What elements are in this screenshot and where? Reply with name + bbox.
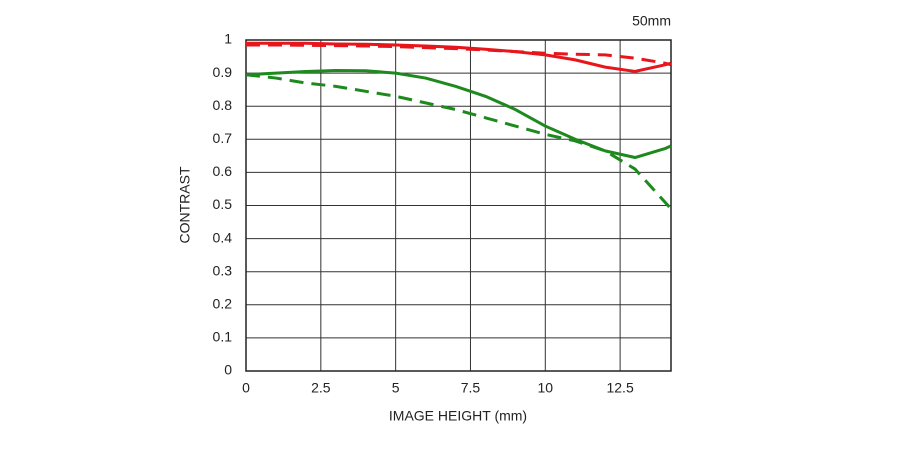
series-line bbox=[246, 41, 672, 73]
y-tick-label: 0 bbox=[224, 362, 232, 378]
y-tick-label: 0.7 bbox=[213, 130, 233, 146]
plot-frame bbox=[245, 39, 672, 372]
x-tick-label: 7.5 bbox=[461, 380, 481, 396]
chart-title: 50mm bbox=[632, 13, 671, 29]
y-tick-label: 0.3 bbox=[213, 262, 233, 278]
series-line bbox=[245, 68, 672, 160]
y-tick-label: 0.8 bbox=[213, 97, 233, 113]
x-tick-label: 10 bbox=[538, 380, 554, 396]
y-tick-label: 0.6 bbox=[213, 163, 233, 179]
y-tick-label: 0.1 bbox=[213, 329, 233, 345]
x-tick-label: 12.5 bbox=[606, 380, 633, 396]
y-tick-label: 0.2 bbox=[213, 296, 233, 312]
x-tick-label: 5 bbox=[392, 380, 400, 396]
series-line bbox=[245, 73, 673, 210]
y-tick-label: 0.4 bbox=[213, 229, 233, 245]
y-tick-label: 0.9 bbox=[213, 64, 233, 80]
x-axis-label: IMAGE HEIGHT (mm) bbox=[389, 408, 527, 424]
y-tick-label: 1 bbox=[224, 31, 232, 47]
x-tick-label: 2.5 bbox=[311, 380, 331, 396]
y-tick-label: 0.5 bbox=[213, 196, 233, 212]
x-tick-label: 0 bbox=[242, 380, 250, 396]
y-axis-label: CONTRAST bbox=[177, 166, 193, 243]
series-line bbox=[246, 43, 672, 67]
